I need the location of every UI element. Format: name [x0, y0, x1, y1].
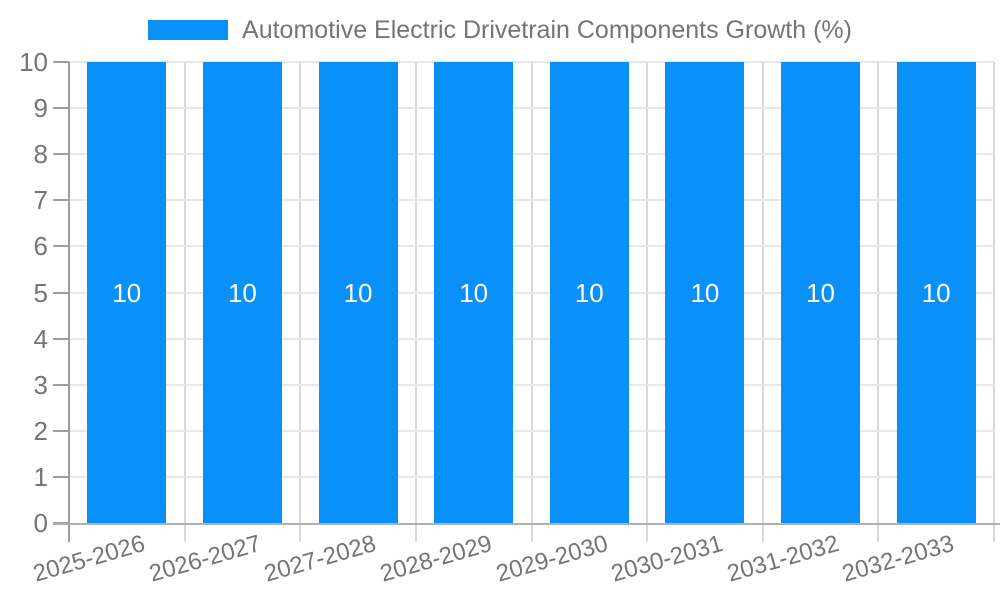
x-gridline	[414, 62, 417, 542]
bar-value-label: 10	[459, 277, 489, 308]
bar-value-label: 10	[806, 277, 836, 308]
y-axis-tick	[53, 383, 69, 386]
x-axis-label: 2028-2029	[377, 530, 495, 588]
y-axis-label: 6	[33, 231, 48, 262]
x-axis-label: 2027-2028	[261, 530, 380, 588]
x-gridline	[877, 62, 880, 542]
y-axis-label: 9	[33, 93, 48, 124]
y-axis-label: 10	[19, 47, 48, 77]
x-axis-label: 2029-2030	[492, 530, 611, 588]
bar-value-label: 10	[921, 277, 951, 308]
y-axis-label: 0	[33, 508, 48, 538]
bar-value-label: 10	[343, 277, 373, 308]
bar-value-label: 10	[574, 277, 604, 308]
y-gridline	[69, 337, 994, 340]
bar[interactable]	[665, 62, 745, 523]
bar[interactable]	[896, 62, 976, 523]
bar-value-label: 10	[227, 277, 257, 308]
bar-value-label: 10	[112, 277, 142, 308]
y-gridline	[69, 475, 994, 478]
x-axis-label: 2031-2032	[723, 530, 842, 588]
y-axis-tick	[53, 61, 69, 63]
legend-label: Automotive Electric Drivetrain Component…	[242, 16, 852, 44]
y-gridline	[69, 429, 994, 432]
bar[interactable]	[781, 62, 861, 523]
y-axis-label: 5	[33, 277, 48, 308]
y-gridline	[69, 383, 994, 386]
y-axis-tick	[53, 107, 69, 110]
y-axis-tick	[53, 199, 69, 202]
y-axis-label: 7	[33, 185, 48, 216]
x-axis-label: 2026-2027	[145, 530, 264, 588]
y-axis-tick	[53, 337, 69, 340]
legend-swatch	[148, 20, 229, 40]
x-gridline	[646, 62, 649, 542]
y-axis-label: 4	[33, 323, 48, 354]
x-axis-label: 2030-2031	[608, 530, 727, 588]
bar[interactable]	[549, 62, 629, 523]
y-gridline	[69, 245, 994, 248]
y-axis-label: 8	[33, 139, 48, 170]
y-gridline	[69, 153, 994, 156]
y-axis-label: 2	[33, 415, 48, 446]
x-axis-line	[53, 523, 1000, 525]
bar-value-label: 10	[690, 277, 720, 308]
chart-legend[interactable]: Automotive Electric Drivetrain Component…	[0, 14, 1000, 46]
y-axis-tick	[53, 475, 69, 478]
y-gridline	[69, 61, 994, 63]
y-axis-label: 3	[33, 369, 48, 400]
y-axis-tick	[53, 429, 69, 432]
bar[interactable]	[318, 62, 398, 523]
x-gridline	[183, 62, 186, 542]
bar[interactable]	[87, 62, 167, 523]
x-gridline	[993, 62, 995, 542]
y-axis-line	[68, 62, 70, 542]
x-gridline	[530, 62, 533, 542]
y-gridline	[69, 199, 994, 202]
bar[interactable]	[202, 62, 282, 523]
y-axis-tick	[53, 153, 69, 156]
y-gridline	[69, 107, 994, 110]
y-axis-tick	[53, 291, 69, 294]
y-axis-tick	[53, 245, 69, 248]
x-gridline	[761, 62, 764, 542]
x-axis-label: 2025-2026	[30, 530, 148, 588]
x-axis-label: 2032-2033	[839, 530, 958, 588]
bar[interactable]	[434, 62, 514, 523]
y-gridline	[69, 291, 994, 294]
y-axis-label: 1	[33, 461, 48, 492]
x-gridline	[299, 62, 302, 542]
